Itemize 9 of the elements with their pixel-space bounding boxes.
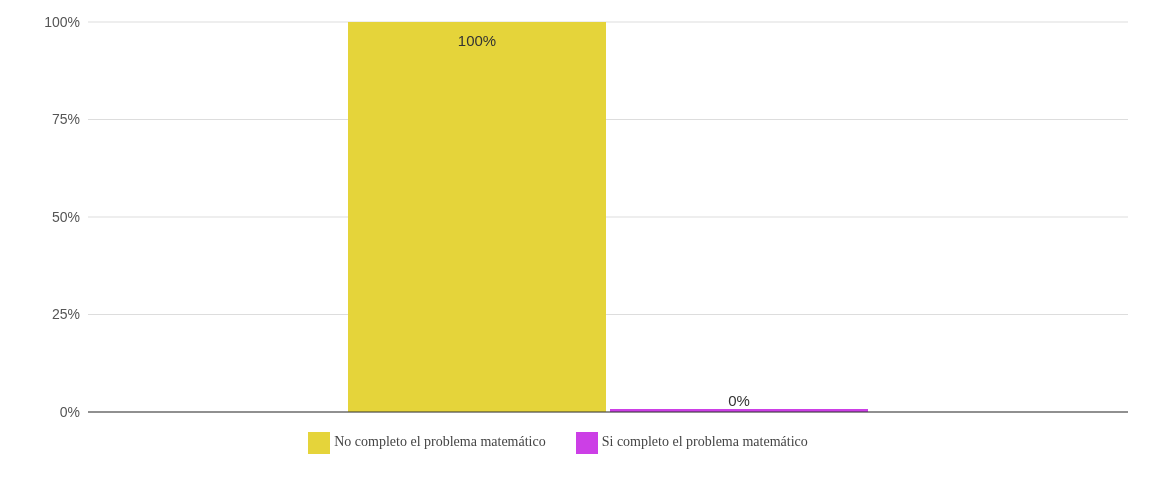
legend-label: Si completo el problema matemático	[601, 434, 808, 450]
y-tick-label: 75%	[51, 111, 80, 128]
y-tick-label: 0%	[59, 403, 80, 420]
y-tick-label: 50%	[51, 208, 80, 225]
y-tick-label: 25%	[51, 306, 80, 323]
legend-label: No completo el problema matemático	[334, 434, 546, 450]
data-label: 0%	[728, 392, 750, 409]
data-label: 100%	[457, 32, 497, 49]
y-tick-label: 100%	[44, 13, 80, 30]
